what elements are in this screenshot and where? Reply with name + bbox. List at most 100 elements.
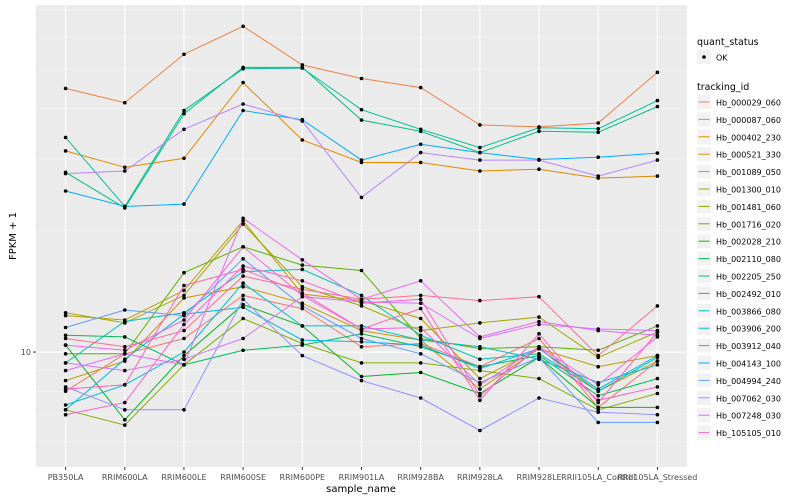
legend-label: Hb_002205_250: [716, 273, 781, 282]
legend-label: Hb_105105_010: [716, 429, 781, 438]
data-point: [655, 324, 660, 328]
data-point: [63, 333, 68, 338]
data-point: [596, 348, 600, 353]
data-point: [359, 324, 364, 328]
data-point: [182, 357, 186, 362]
data-point: [300, 63, 305, 67]
data-point: [478, 357, 482, 362]
data-point: [182, 328, 186, 333]
data-point: [182, 108, 186, 113]
data-point: [655, 353, 660, 358]
data-point: [182, 336, 186, 341]
data-point: [655, 174, 660, 178]
data-point: [655, 158, 660, 162]
legend-label: Hb_002492_010: [716, 290, 781, 299]
data-point: [359, 118, 364, 122]
data-point: [537, 129, 541, 134]
data-point: [123, 319, 127, 324]
data-point: [478, 345, 482, 349]
legend-label: Hb_001481_060: [716, 203, 781, 212]
data-point: [182, 283, 186, 288]
data-point: [300, 119, 305, 123]
data-point: [300, 338, 305, 342]
data-point: [655, 70, 660, 75]
data-point: [182, 288, 186, 293]
data-point: [478, 158, 482, 162]
data-point: [123, 368, 127, 373]
data-point: [241, 257, 245, 261]
data-point: [537, 376, 541, 381]
data-point: [478, 387, 482, 391]
data-point: [478, 366, 482, 371]
x-tick-label: RRIM600PE: [280, 473, 326, 482]
data-point: [63, 86, 68, 91]
y-tick-label: 10: [21, 348, 31, 357]
data-point: [182, 156, 186, 161]
data-point: [241, 302, 245, 307]
data-point: [359, 331, 364, 336]
data-point: [596, 155, 600, 159]
legend-label-ok: OK: [716, 54, 728, 63]
data-point: [537, 167, 541, 171]
x-axis: PB350LA RRIM600LA RRIM600LE RRIM600SE RRIM60…: [48, 467, 697, 482]
series-points: [63, 24, 660, 433]
data-point: [241, 245, 245, 249]
x-tick-label: RRII105LA_Control: [561, 473, 635, 482]
data-point: [418, 279, 423, 283]
data-point: [418, 352, 423, 356]
data-point: [478, 298, 482, 303]
data-point: [359, 268, 364, 273]
data-point: [63, 387, 68, 391]
data-point: [241, 336, 245, 341]
x-tick-label: RRIM928LE: [516, 473, 561, 482]
data-point: [359, 327, 364, 331]
data-point: [123, 345, 127, 349]
data-point: [478, 123, 482, 127]
data-point: [241, 281, 245, 285]
data-point: [418, 325, 423, 330]
data-point: [241, 348, 245, 353]
data-point: [596, 405, 600, 410]
data-point: [359, 378, 364, 383]
data-point: [596, 410, 600, 415]
legend-label: Hb_004994_240: [716, 377, 781, 386]
data-point: [655, 359, 660, 363]
data-point: [63, 343, 68, 347]
data-point: [596, 364, 600, 369]
data-point: [655, 385, 660, 389]
data-point: [241, 216, 245, 221]
data-point: [418, 127, 423, 132]
data-point: [537, 315, 541, 319]
data-point: [596, 400, 600, 405]
data-point: [655, 391, 660, 396]
data-point: [182, 127, 186, 132]
x-tick-label: RRIM928BA: [397, 473, 444, 482]
data-point: [300, 304, 305, 308]
data-point: [596, 393, 600, 398]
legend-label: Hb_002028_210: [716, 238, 781, 247]
data-point: [182, 318, 186, 322]
data-point: [418, 150, 423, 155]
data-point: [182, 322, 186, 327]
data-point: [123, 165, 127, 170]
data-point: [596, 328, 600, 333]
data-point: [655, 104, 660, 109]
data-point: [478, 393, 482, 398]
data-point: [63, 336, 68, 341]
legend-label: Hb_003912_040: [716, 342, 781, 351]
data-point: [182, 296, 186, 300]
data-point: [300, 263, 305, 267]
data-point: [182, 52, 186, 57]
data-point: [596, 174, 600, 178]
data-point: [478, 398, 482, 403]
data-point: [596, 383, 600, 387]
data-point: [241, 316, 245, 321]
data-point: [655, 98, 660, 103]
data-point: [241, 264, 245, 268]
data-point: [300, 279, 305, 283]
data-point: [418, 338, 423, 342]
data-point: [359, 336, 364, 341]
data-point: [123, 383, 127, 387]
data-point: [537, 355, 541, 360]
legend-label: Hb_001716_020: [716, 220, 781, 229]
